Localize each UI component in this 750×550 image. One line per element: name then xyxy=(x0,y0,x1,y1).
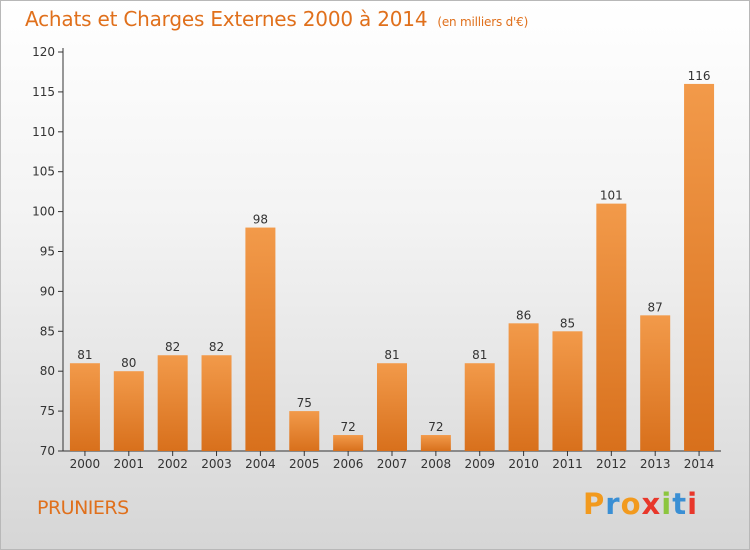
x-tick-label: 2008 xyxy=(421,457,452,471)
bar-value-label: 101 xyxy=(600,189,623,203)
x-tick-label: 2007 xyxy=(377,457,408,471)
bar-value-label: 85 xyxy=(560,316,575,330)
bar xyxy=(113,371,144,451)
y-tick-label: 85 xyxy=(40,324,55,338)
x-tick-label: 2002 xyxy=(157,457,188,471)
x-tick-label: 2003 xyxy=(201,457,232,471)
bar xyxy=(157,355,188,451)
bar-value-label: 98 xyxy=(253,213,268,227)
y-tick-label: 95 xyxy=(40,245,55,259)
bar-value-label: 116 xyxy=(688,69,711,83)
bar-value-label: 82 xyxy=(165,340,180,354)
logo-letter: r xyxy=(605,487,621,521)
y-tick-label: 80 xyxy=(40,364,55,378)
x-tick-label: 2001 xyxy=(114,457,145,471)
logo-letter: P xyxy=(583,487,606,521)
chart-title: Achats et Charges Externes 2000 à 2014 (e… xyxy=(25,7,528,31)
chart-unit: (en milliers d'€) xyxy=(437,15,529,29)
bar xyxy=(333,435,364,451)
bar-value-label: 82 xyxy=(209,340,224,354)
x-tick-label: 2013 xyxy=(640,457,671,471)
chart-bars: 81 80 82 82 98 75 72 81 72 81 86 85 101 87 116 xyxy=(69,69,715,452)
logo-letter: i xyxy=(687,487,699,521)
bar xyxy=(245,227,276,451)
bar xyxy=(420,435,451,451)
bar xyxy=(596,203,627,451)
y-tick-label: 105 xyxy=(32,165,55,179)
proxiti-logo: Proxiti xyxy=(583,487,698,521)
bar xyxy=(464,363,495,451)
x-tick-label: 2010 xyxy=(508,457,539,471)
logo-letter: o xyxy=(620,487,642,521)
y-tick-label: 115 xyxy=(32,85,55,99)
logo-letter: x xyxy=(641,487,662,521)
x-tick-label: 2000 xyxy=(70,457,101,471)
y-tick-label: 100 xyxy=(32,205,55,219)
x-tick-label: 2014 xyxy=(684,457,715,471)
logo-letter: t xyxy=(672,487,688,521)
bar xyxy=(289,411,320,451)
location-name: PRUNIERS xyxy=(37,497,129,519)
bar-value-label: 81 xyxy=(384,348,399,362)
bar-value-label: 72 xyxy=(340,420,355,434)
bar-value-label: 72 xyxy=(428,420,443,434)
bar xyxy=(508,323,539,451)
bar-value-label: 81 xyxy=(472,348,487,362)
x-tick-label: 2005 xyxy=(289,457,320,471)
y-tick-label: 90 xyxy=(40,284,55,298)
chart-title-text: Achats et Charges Externes 2000 à 2014 xyxy=(25,7,428,31)
bar-value-label: 80 xyxy=(121,356,136,370)
y-tick-label: 70 xyxy=(40,444,55,458)
x-tick-label: 2011 xyxy=(552,457,583,471)
chart-axes: 70 75 80 85 90 95 100 105 110 115 120 2000 2001 2002 2… xyxy=(32,45,721,471)
logo-letter: i xyxy=(661,487,673,521)
y-tick-label: 120 xyxy=(32,45,55,59)
bar xyxy=(684,83,715,452)
bar xyxy=(377,363,407,451)
x-tick-label: 2012 xyxy=(596,457,627,471)
y-tick-label: 110 xyxy=(32,125,55,139)
bar xyxy=(640,315,671,451)
bar-value-label: 81 xyxy=(77,348,92,362)
x-tick-label: 2004 xyxy=(245,457,276,471)
bar-value-label: 86 xyxy=(516,308,531,322)
x-tick-label: 2009 xyxy=(464,457,495,471)
bar xyxy=(69,363,100,451)
bar-value-label: 75 xyxy=(297,396,312,410)
x-tick-label: 2006 xyxy=(333,457,364,471)
y-tick-label: 75 xyxy=(40,404,55,418)
bar-value-label: 87 xyxy=(648,300,663,314)
bar xyxy=(201,355,232,451)
bar xyxy=(552,331,583,451)
